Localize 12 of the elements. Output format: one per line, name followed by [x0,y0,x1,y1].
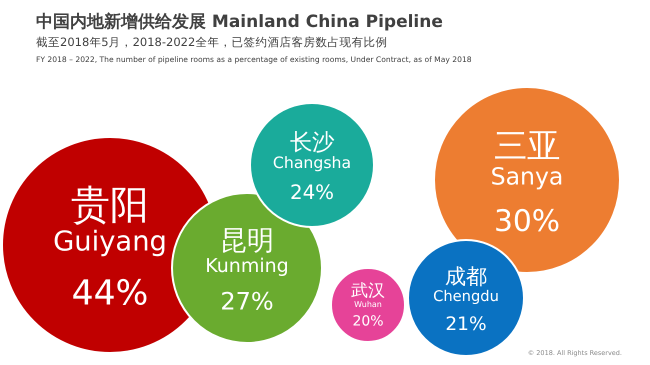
data-label: 44% [72,273,148,314]
category-label: 昆明 Kunming [205,225,289,277]
category-label: 三亚 Sanya [490,126,564,191]
data-label: 20% [352,313,384,330]
data-label: 30% [494,204,560,240]
text: 截至2018年5月，2018-2022全年，已签约酒店客房数占现有比例 [36,35,388,49]
text: 中国内地新增供给发展 Mainland China Pipeline [36,12,443,32]
data-label: 21% [445,314,487,335]
category-label: 武汉 Wuhan [351,280,385,309]
category-label: 贵阳 Guiyang [53,183,167,258]
category-label: 长沙 Changsha [272,130,352,172]
data-label: 27% [220,287,274,316]
